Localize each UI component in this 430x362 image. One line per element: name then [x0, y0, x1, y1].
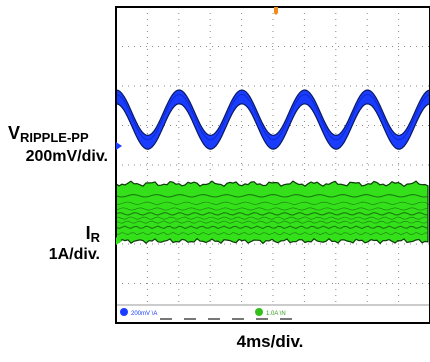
ch1-ripple-trace: [115, 89, 430, 150]
ch1-readout: 200mV \A: [131, 311, 157, 317]
ch2-trace-line: [115, 232, 428, 236]
ch1-label: VRIPPLE-PP: [8, 123, 89, 145]
measurement-cell: [208, 318, 220, 320]
ch2-label: IR: [85, 223, 100, 245]
measurement-cell: [184, 318, 196, 320]
measurement-strip: [160, 318, 292, 320]
measurement-cell: [256, 318, 268, 320]
ch2-trace-line: [115, 225, 429, 230]
ch1-ground-marker-icon: [116, 142, 122, 150]
ch2-trace-line: [115, 194, 429, 198]
ch2-trace-line: [115, 220, 429, 224]
measurement-cell: [160, 318, 172, 320]
measurement-cell: [280, 318, 292, 320]
ch2-trace-line: [116, 216, 429, 220]
ch1-status-icon: [120, 308, 128, 316]
ch2-trace-line: [115, 201, 429, 205]
traces: [115, 89, 430, 245]
ch2-status-icon: [255, 308, 263, 316]
ch2-trace-line: [115, 207, 429, 211]
ch2-ground-marker-icon: [116, 237, 122, 245]
screen-border: [115, 6, 430, 324]
timebase-label: 4ms/div.: [236, 332, 304, 351]
ch1-scale: 200mV/div.: [25, 148, 108, 165]
ch2-readout: 1.0A \N: [266, 311, 286, 317]
ch2-scale: 1A/div.: [48, 246, 100, 263]
ch1-trace-core: [115, 93, 430, 141]
measurement-cell: [232, 318, 244, 320]
status-bar: 200mV \A 1.0A \N: [117, 304, 429, 322]
ch2-trace-line: [115, 212, 429, 216]
trigger-marker-icon: [274, 7, 278, 15]
